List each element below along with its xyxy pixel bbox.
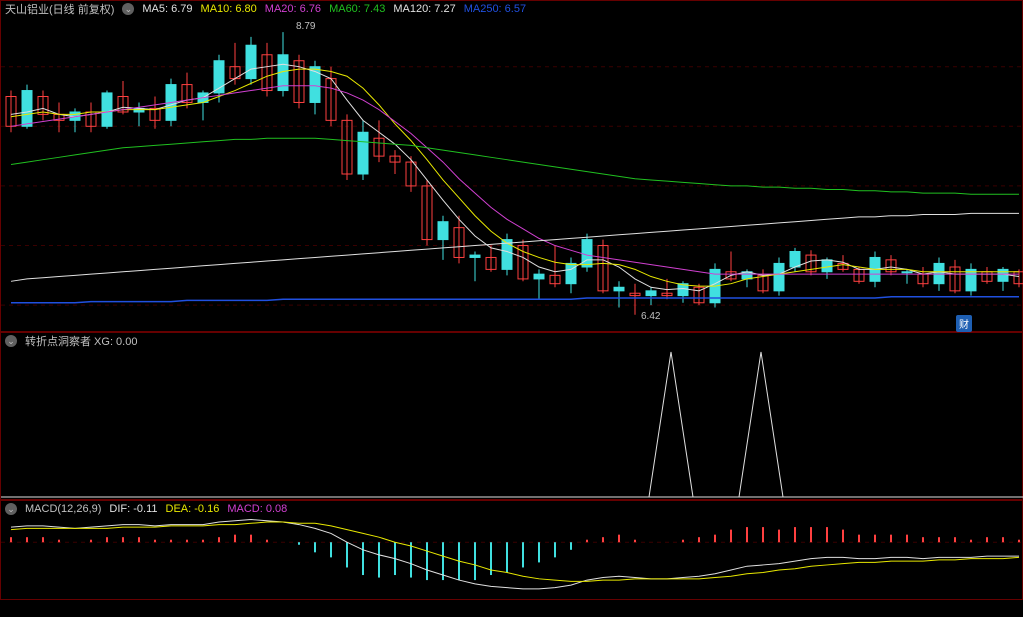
turning-point-panel[interactable]: ⌄ 转折点洞察者 XG: 0.00: [0, 332, 1023, 500]
main-chart-svg: [1, 1, 1023, 333]
macd-panel[interactable]: ⌄ MACD(12,26,9) DIF: -0.11DEA: -0.16MACD…: [0, 500, 1023, 600]
candlestick-panel[interactable]: 天山铝业(日线 前复权) ⌄ MA5: 6.79MA10: 6.80MA20: …: [0, 0, 1023, 332]
news-badge[interactable]: 财: [956, 315, 972, 332]
sub1-chart-svg: [1, 333, 1023, 501]
sub2-chart-svg: [1, 501, 1023, 601]
